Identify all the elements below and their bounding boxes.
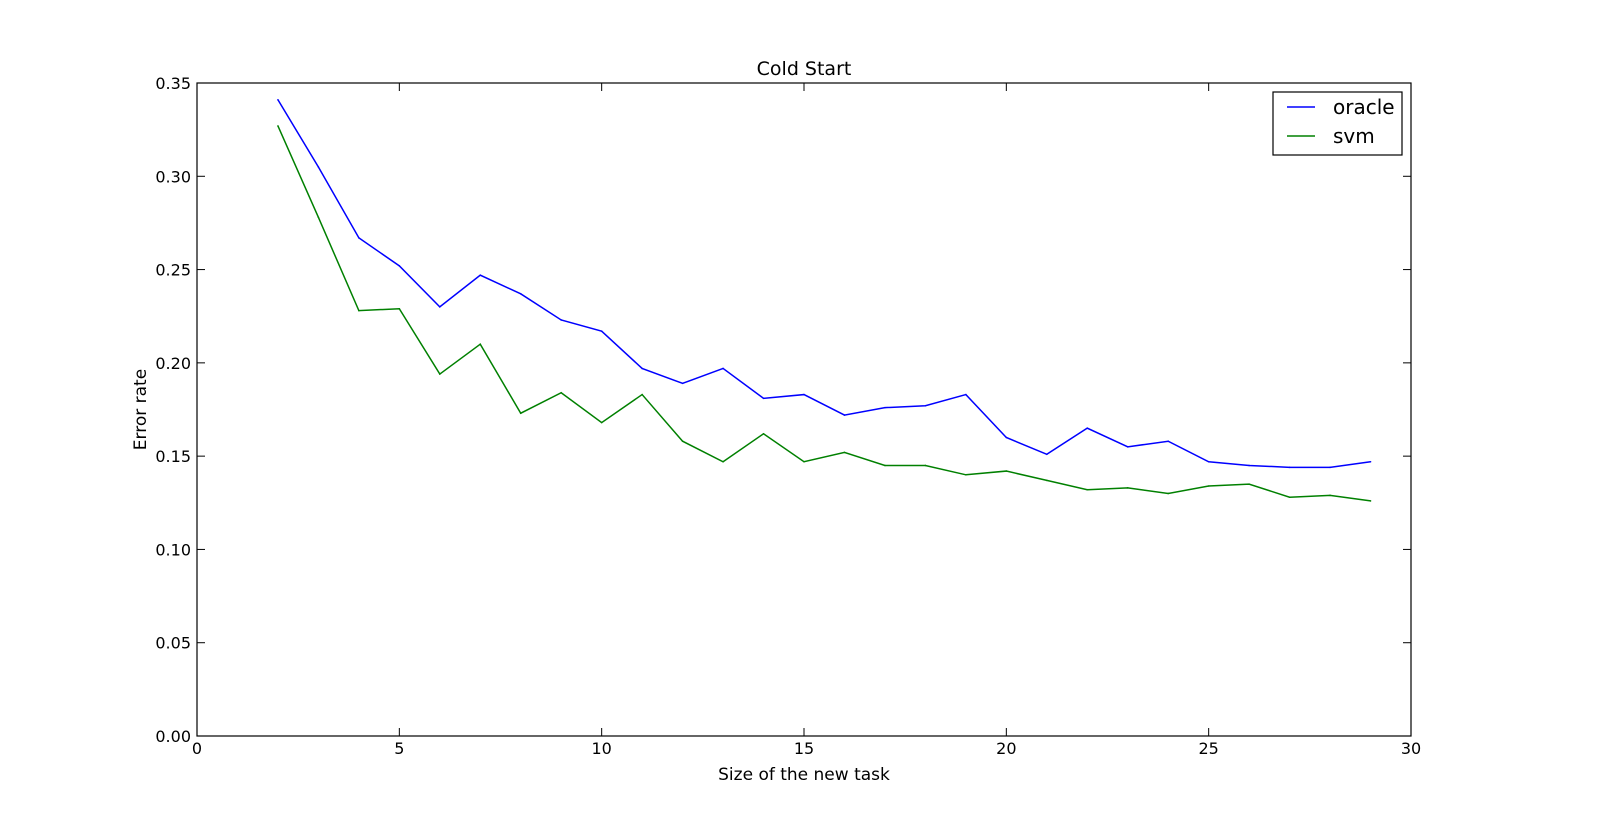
data-point-oracle bbox=[681, 382, 684, 385]
data-point-oracle bbox=[641, 367, 643, 370]
data-point-oracle bbox=[1126, 446, 1129, 448]
data-point-svm bbox=[560, 391, 562, 394]
data-point-oracle bbox=[762, 397, 765, 400]
data-point-oracle bbox=[803, 393, 805, 396]
series-line-oracle bbox=[277, 99, 1371, 469]
data-point-oracle bbox=[722, 367, 724, 370]
legend: oracle svm bbox=[1272, 91, 1403, 156]
data-point-svm bbox=[277, 125, 279, 127]
data-point-svm bbox=[1248, 483, 1250, 485]
data-point-oracle bbox=[600, 330, 603, 332]
data-point-svm bbox=[1046, 479, 1048, 482]
y-tick-label: 0.00 bbox=[155, 727, 191, 746]
data-point-svm bbox=[1369, 500, 1372, 502]
chart-title: Cold Start bbox=[757, 58, 852, 80]
legend-label-svm: svm bbox=[1333, 124, 1375, 148]
y-tick-label: 0.35 bbox=[155, 74, 191, 93]
data-point-svm bbox=[519, 412, 522, 415]
data-point-svm bbox=[1207, 485, 1210, 487]
data-point-oracle bbox=[1288, 466, 1291, 469]
y-tick-label: 0.10 bbox=[155, 540, 191, 559]
data-point-svm bbox=[924, 464, 927, 467]
data-point-oracle bbox=[1369, 460, 1372, 463]
y-tick-label: 0.05 bbox=[155, 634, 191, 653]
data-point-svm bbox=[803, 460, 805, 463]
x-tick-label: 20 bbox=[996, 739, 1016, 758]
data-point-svm bbox=[317, 216, 320, 219]
data-point-oracle bbox=[1207, 460, 1210, 463]
data-point-oracle bbox=[560, 319, 562, 321]
data-point-oracle bbox=[317, 166, 320, 168]
data-point-oracle bbox=[1329, 466, 1331, 469]
x-tick-label: 0 bbox=[192, 739, 202, 758]
data-point-svm bbox=[1086, 488, 1089, 491]
data-point-oracle bbox=[1005, 436, 1008, 439]
y-tick-label: 0.30 bbox=[155, 167, 191, 186]
data-point-oracle bbox=[277, 98, 279, 101]
legend-label-oracle: oracle bbox=[1333, 95, 1395, 119]
x-tick-label: 5 bbox=[394, 739, 404, 758]
data-point-oracle bbox=[924, 404, 927, 407]
data-point-svm bbox=[965, 474, 967, 476]
data-point-svm bbox=[722, 460, 724, 463]
data-point-oracle bbox=[1086, 427, 1089, 429]
data-point-oracle bbox=[1046, 453, 1048, 456]
data-point-svm bbox=[641, 393, 643, 396]
data-point-oracle bbox=[358, 237, 360, 239]
data-point-svm bbox=[681, 440, 684, 443]
x-tick-label: 15 bbox=[794, 739, 814, 758]
y-tick-label: 0.15 bbox=[155, 447, 191, 466]
legend-box bbox=[1272, 91, 1403, 156]
ticks-layer: 0 5 10 15 20 25 30 0.00 0.05 0.10 0.15 0.20 0.25 0.30… bbox=[155, 74, 1421, 758]
y-axis-label: Error rate bbox=[131, 369, 151, 450]
data-point-svm bbox=[600, 421, 603, 424]
data-point-svm bbox=[479, 343, 482, 346]
data-point-oracle bbox=[479, 274, 482, 276]
plot-frame bbox=[196, 82, 1412, 737]
data-point-svm bbox=[843, 451, 846, 454]
data-point-svm bbox=[1167, 492, 1169, 495]
x-tick-label: 25 bbox=[1198, 739, 1218, 758]
data-point-svm bbox=[762, 432, 765, 435]
data-point-svm bbox=[1329, 494, 1331, 497]
data-point-oracle bbox=[1167, 440, 1169, 443]
series-layer bbox=[277, 98, 1372, 502]
data-point-svm bbox=[358, 309, 360, 312]
data-point-oracle bbox=[398, 265, 401, 267]
data-point-svm bbox=[1005, 470, 1008, 472]
data-point-oracle bbox=[519, 293, 522, 295]
data-point-oracle bbox=[1248, 464, 1250, 467]
series-line-svm bbox=[277, 125, 1371, 502]
data-point-oracle bbox=[884, 406, 886, 409]
plot-area bbox=[197, 83, 1411, 736]
data-point-svm bbox=[398, 307, 401, 310]
y-tick-label: 0.20 bbox=[155, 354, 191, 373]
data-point-svm bbox=[439, 373, 441, 375]
data-point-svm bbox=[1126, 487, 1129, 489]
data-point-svm bbox=[884, 464, 886, 467]
y-tick-label: 0.25 bbox=[155, 261, 191, 280]
x-axis-label: Size of the new task bbox=[718, 765, 890, 785]
x-tick-label: 30 bbox=[1401, 739, 1421, 758]
data-point-oracle bbox=[843, 414, 846, 416]
data-point-oracle bbox=[439, 306, 441, 308]
data-point-oracle bbox=[965, 393, 967, 396]
data-point-svm bbox=[1288, 496, 1291, 498]
x-tick-label: 10 bbox=[591, 739, 611, 758]
